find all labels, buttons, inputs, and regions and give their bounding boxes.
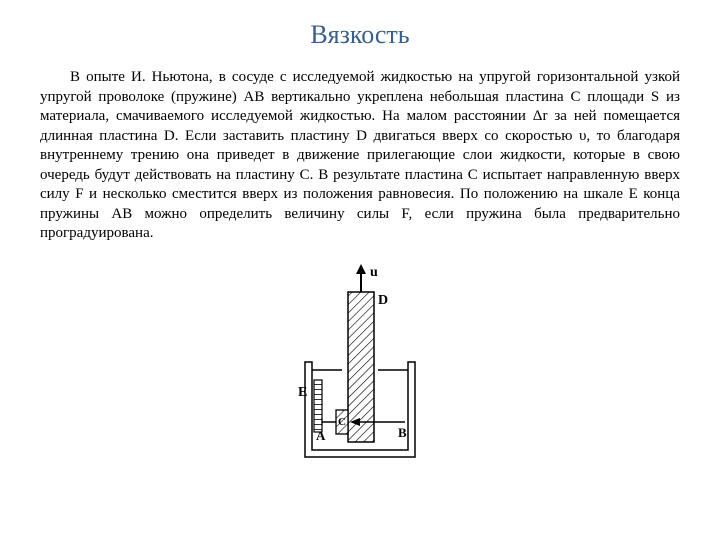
label-e: E (298, 385, 307, 400)
label-c: C (338, 416, 346, 428)
body-paragraph: В опыте И. Ньютона, в сосуде с исследуем… (40, 68, 680, 244)
page-title: Вязкость (40, 20, 680, 50)
label-b: B (398, 425, 407, 440)
velocity-arrow-head (356, 264, 366, 274)
figure-container: u D E A C B (40, 262, 680, 472)
label-d: D (378, 293, 388, 308)
apparatus-diagram: u D E A C B (280, 262, 440, 472)
label-a: A (316, 428, 326, 443)
plate-d (348, 292, 374, 442)
label-u: u (370, 265, 378, 280)
scale-e-body (314, 380, 322, 432)
